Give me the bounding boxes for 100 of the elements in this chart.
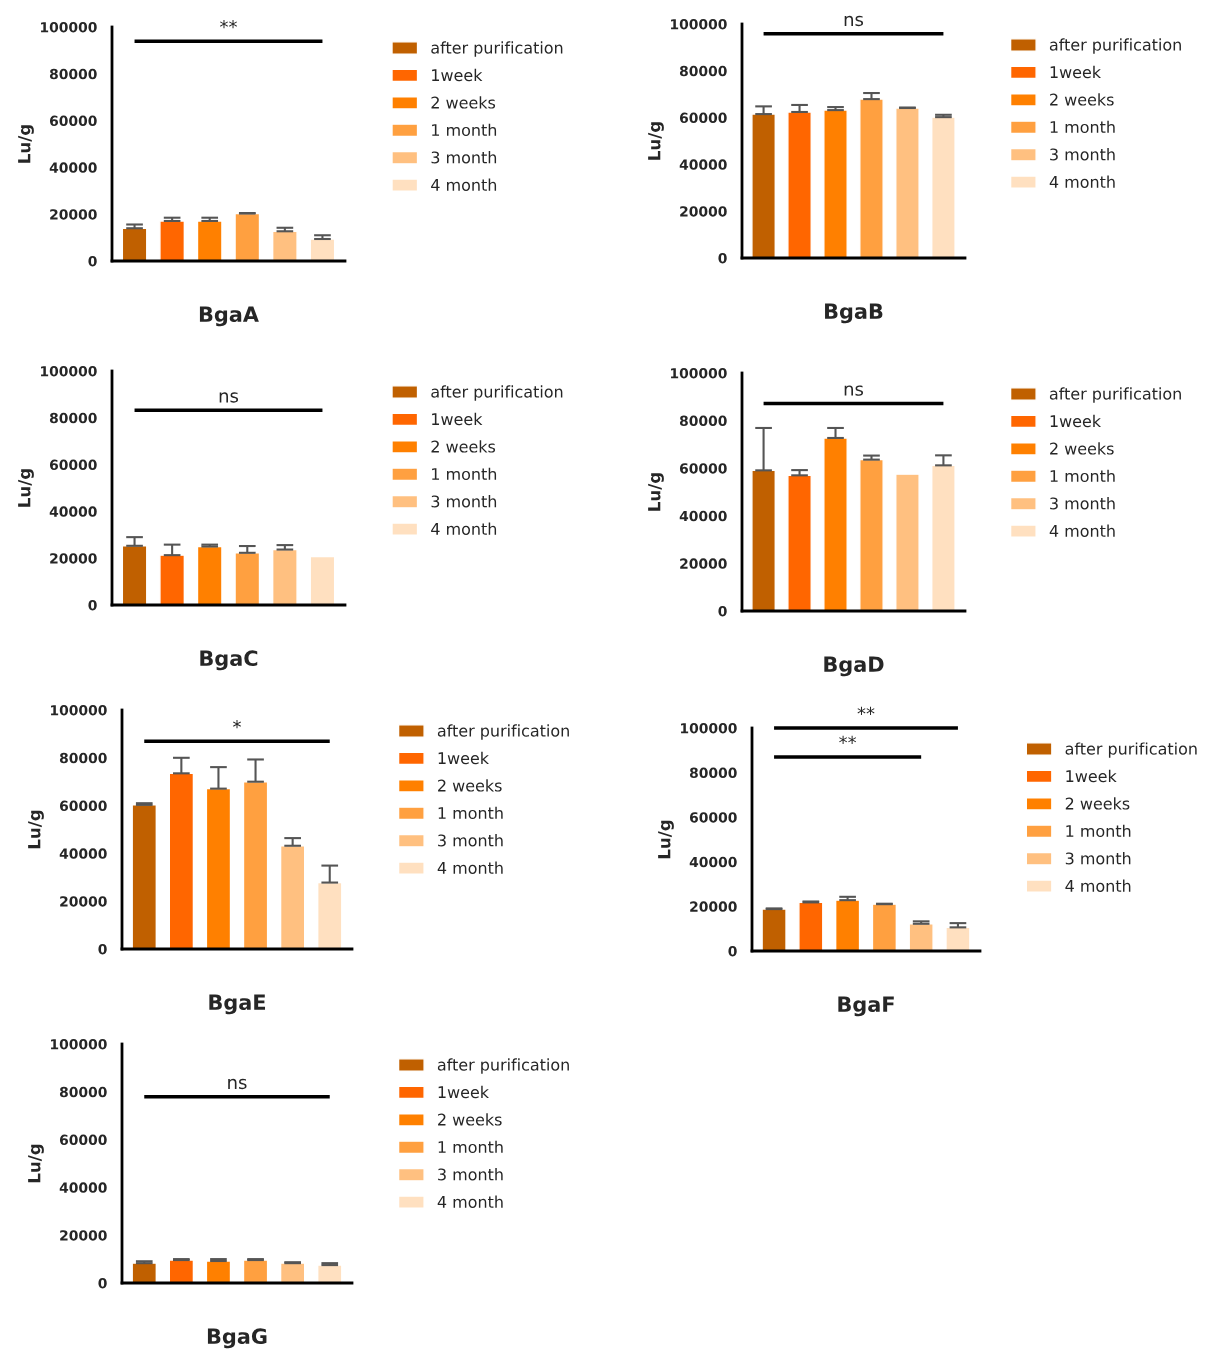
legend-label: 3 month (438, 1168, 503, 1181)
legend-label: after purification (1049, 38, 1181, 54)
x-axis-title: BgaG (207, 1328, 267, 1349)
y-axis-title: Lu/g (28, 810, 44, 849)
legend-label: 1week (438, 1085, 489, 1099)
y-tick-label: 40000 (679, 510, 727, 522)
y-tick-label: 20000 (50, 553, 97, 564)
y-tick-label: 60000 (689, 812, 737, 823)
legend-label: 4 month (437, 861, 503, 874)
y-axis-title: Lu/g (18, 125, 34, 163)
y-tick-label: 60000 (679, 463, 727, 474)
y-tick-label: 20000 (60, 896, 107, 907)
y-tick-label: 80000 (59, 1086, 107, 1098)
legend-label: 1 month (1050, 120, 1115, 134)
y-tick-label: 20000 (690, 901, 737, 912)
legend-label: 4 month (431, 178, 497, 191)
y-tick-label: 80000 (49, 68, 97, 80)
x-axis-title: BgaC (200, 650, 258, 671)
legend-label: 1 month (1050, 469, 1115, 483)
y-tick-label: 100000 (671, 367, 727, 379)
y-tick-label: 40000 (49, 506, 97, 517)
legend-label: 2 weeks (1065, 797, 1130, 810)
y-tick-label: 40000 (49, 162, 97, 173)
legend-label: 1 month (432, 123, 497, 137)
legend-label: 2 weeks (438, 779, 502, 792)
y-tick-label: 40000 (689, 856, 737, 868)
x-axis-title: BgaE (209, 994, 266, 1015)
y-tick-label: 40000 (59, 848, 107, 859)
legend-label: 1week (432, 412, 483, 426)
y-tick-label: 20000 (680, 558, 727, 569)
legend-label: 2 weeks (1050, 93, 1114, 106)
y-tick-label: 20000 (50, 209, 97, 220)
y-tick-label: 80000 (49, 412, 97, 424)
legend-label: 4 month (1049, 175, 1115, 188)
y-tick-label: 40000 (59, 1182, 107, 1193)
legend-label: after purification (437, 1058, 569, 1074)
y-tick-label: 60000 (49, 459, 97, 471)
y-tick-label: 0 (718, 252, 727, 264)
x-axis-title: BgaD (824, 656, 884, 677)
y-axis-title: Lu/g (18, 469, 34, 507)
legend-label: 1 month (438, 806, 503, 820)
x-axis-title: BgaA (199, 306, 259, 327)
y-tick-label: 60000 (59, 800, 107, 812)
y-axis-title: Lu/g (648, 473, 664, 511)
legend-label: 1week (1050, 414, 1102, 428)
legend-label: 4 month (431, 522, 497, 535)
legend-label: 1week (438, 751, 489, 765)
y-tick-label: 80000 (679, 65, 727, 77)
y-tick-label: 60000 (679, 112, 727, 124)
ref-line-label: ns (228, 1078, 247, 1090)
legend-label: after purification (1049, 387, 1181, 403)
y-axis-title: Lu/g (648, 122, 664, 160)
y-tick-label: 60000 (59, 1134, 107, 1146)
legend-label: 2 weeks (438, 1113, 502, 1126)
ref-line-label: * (233, 719, 241, 729)
y-tick-label: 0 (98, 943, 107, 955)
y-tick-label: 20000 (680, 206, 727, 217)
legend-label: 1week (432, 68, 483, 82)
legend-label: 4 month (437, 1195, 503, 1208)
y-tick-label: 0 (728, 945, 737, 957)
x-axis-title: BgaB (825, 303, 883, 324)
legend-label: 3 month (1050, 497, 1115, 510)
legend-label: 3 month (431, 495, 497, 508)
legend-label: 3 month (438, 834, 503, 847)
legend-label: after purification (431, 385, 563, 401)
legend-label: 1 month (1066, 824, 1131, 838)
legend-label: 4 month (1049, 524, 1115, 537)
y-tick-label: 0 (88, 599, 97, 611)
legend-label: 2 weeks (431, 440, 496, 453)
y-tick-label: 100000 (681, 722, 737, 734)
ref-line-label: ** (220, 19, 237, 29)
legend-label: 3 month (1050, 148, 1115, 161)
legend-label: 2 weeks (1050, 442, 1114, 455)
legend-label: 3 month (1065, 852, 1131, 865)
legend-label: 1 month (432, 467, 497, 481)
legend-label: after purification (1065, 742, 1197, 758)
ref-line-label: ns (219, 392, 239, 403)
legend-label: after purification (431, 41, 563, 57)
y-axis-title: Lu/g (658, 820, 674, 859)
ref-line-label: ** (839, 735, 857, 744)
y-tick-label: 80000 (59, 752, 107, 764)
legend-label: 1week (1066, 769, 1117, 783)
legend-label: after purification (437, 724, 569, 740)
y-tick-label: 80000 (689, 767, 737, 779)
ref-line-label: ** (857, 706, 875, 715)
y-tick-label: 0 (718, 605, 727, 617)
legend-label: 1week (1050, 65, 1102, 79)
ref-line-label: ns (844, 385, 864, 396)
legend-label: 1 month (438, 1140, 503, 1154)
y-tick-label: 0 (98, 1277, 107, 1289)
legend-label: 3 month (431, 151, 497, 164)
y-tick-label: 20000 (60, 1230, 107, 1241)
y-tick-label: 60000 (49, 115, 97, 127)
y-axis-title: Lu/g (28, 1144, 44, 1183)
y-tick-label: 100000 (671, 18, 727, 30)
y-tick-label: 100000 (41, 21, 97, 33)
y-tick-label: 40000 (679, 159, 727, 170)
y-tick-label: 100000 (51, 704, 107, 716)
y-tick-label: 80000 (679, 415, 727, 427)
y-tick-label: 0 (88, 255, 97, 267)
